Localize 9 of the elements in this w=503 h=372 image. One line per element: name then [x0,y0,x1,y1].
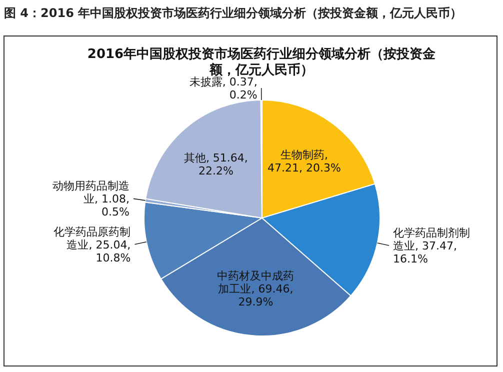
slice-label: 未披露, 0.37, 0.2% [189,76,258,102]
chart-title: 2016年中国股权投资市场医药行业细分领域分析（按投资金额，亿元人民币） [87,46,437,78]
slice-label: 中药材及中成药加工业, 69.46, 29.9% [217,270,294,309]
slice-label: 化学药品原药制造业, 25.04, 10.8% [54,225,131,264]
slice-label: 生物制药, 47.21, 20.3% [267,148,341,175]
slice-label: 动物用药品制造业, 1.08, 0.5% [52,180,130,219]
slice-label: 化学药品制剂制造业, 37.47, 16.1% [393,226,470,266]
slice-label: 其他, 51.64, 22.2% [184,152,248,178]
caption: 图 4：2016 年中国股权投资市场医药行业细分领域分析（按投资金额，亿元人民币） [4,6,462,20]
